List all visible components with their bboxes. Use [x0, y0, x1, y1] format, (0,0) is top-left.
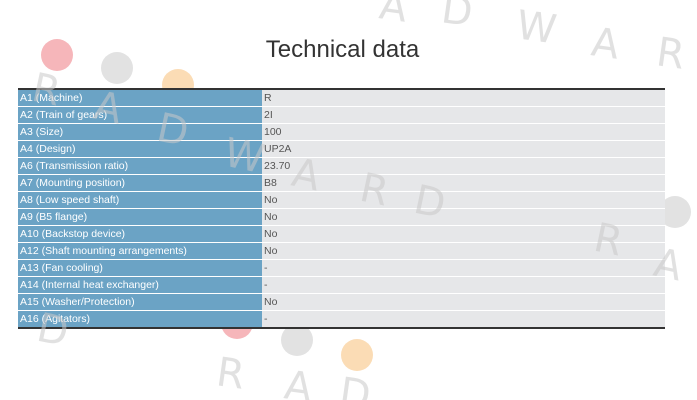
decor-circle — [341, 339, 373, 371]
table-row: A16 (Agitators) - — [18, 310, 665, 329]
row-value: R — [262, 89, 665, 107]
row-value: No — [262, 293, 665, 311]
row-label: A6 (Transmission ratio) — [18, 157, 262, 175]
table-row: A4 (Design) UP2A — [18, 140, 665, 158]
table-row: A12 (Shaft mounting arrangements) No — [18, 242, 665, 260]
row-value: 23.70 — [262, 157, 665, 175]
row-value: 100 — [262, 123, 665, 141]
row-value: 2I — [262, 106, 665, 124]
row-label: A9 (B5 flange) — [18, 208, 262, 226]
row-value: No — [262, 191, 665, 209]
row-label: A10 (Backstop device) — [18, 225, 262, 243]
row-value: - — [262, 259, 665, 277]
table-row: A10 (Backstop device) No — [18, 225, 665, 243]
row-value: UP2A — [262, 140, 665, 158]
row-label: A7 (Mounting position) — [18, 174, 262, 192]
row-label: A15 (Washer/Protection) — [18, 293, 262, 311]
row-label: A13 (Fan cooling) — [18, 259, 262, 277]
table-row: A2 (Train of gears) 2I — [18, 106, 665, 124]
row-label: A2 (Train of gears) — [18, 106, 262, 124]
table-row: A7 (Mounting position) B8 — [18, 174, 665, 192]
decor-circle — [41, 39, 73, 71]
row-value: No — [262, 225, 665, 243]
row-value: No — [262, 208, 665, 226]
table-row: A9 (B5 flange) No — [18, 208, 665, 226]
row-label: A16 (Agitators) — [18, 310, 262, 329]
table-row: A3 (Size) 100 — [18, 123, 665, 141]
title: Technical data — [265, 36, 420, 63]
decor-circle — [281, 324, 313, 356]
table-row: A8 (Low speed shaft) No — [18, 191, 665, 209]
row-value: B8 — [262, 174, 665, 192]
table-row: A6 (Transmission ratio) 23.70 — [18, 157, 665, 175]
row-value: - — [262, 310, 665, 329]
row-value: No — [262, 242, 665, 260]
table-row: A15 (Washer/Protection) No — [18, 293, 665, 311]
row-label: A8 (Low speed shaft) — [18, 191, 262, 209]
row-label: A14 (Internal heat exchanger) — [18, 276, 262, 294]
table-row: A13 (Fan cooling) - — [18, 259, 665, 277]
data-table: A1 (Machine) R A2 (Train of gears) 2I A3 (Si… — [18, 88, 665, 329]
row-value: - — [262, 276, 665, 294]
table-row: A1 (Machine) R — [18, 89, 665, 107]
row-label: A3 (Size) — [18, 123, 262, 141]
table-row: A14 (Internal heat exchanger) - — [18, 276, 665, 294]
row-label: A4 (Design) — [18, 140, 262, 158]
decor-circle — [101, 52, 133, 84]
row-label: A12 (Shaft mounting arrangements) — [18, 242, 262, 260]
row-label: A1 (Machine) — [18, 89, 262, 107]
decor-circle — [659, 196, 691, 228]
